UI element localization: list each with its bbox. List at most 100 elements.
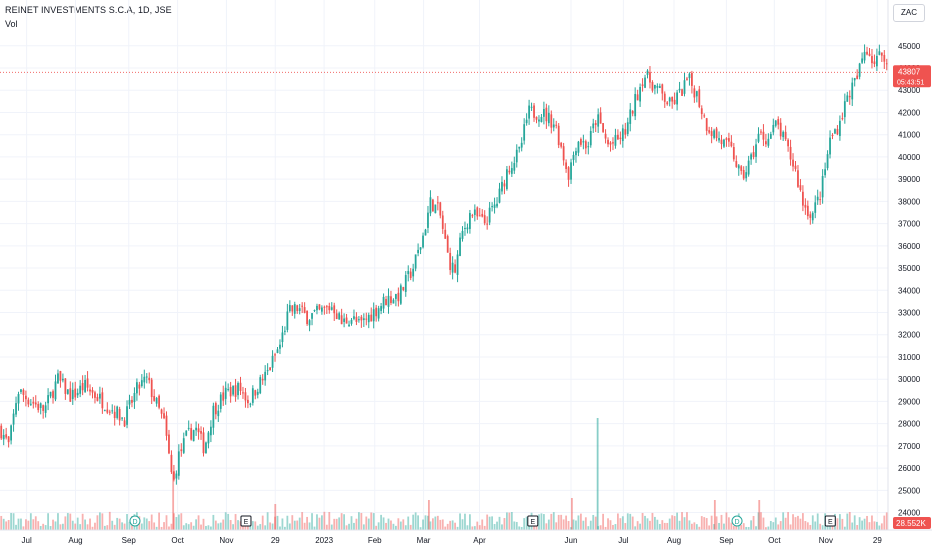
candle-body: [217, 410, 220, 417]
candle-body: [713, 130, 715, 138]
candle-body: [671, 97, 674, 102]
candle-body: [666, 102, 669, 105]
candle-body: [774, 120, 777, 126]
volume-bar: [486, 514, 489, 530]
volume-bar: [224, 512, 227, 530]
volume-bar: [29, 513, 32, 530]
volume-bar: [335, 518, 338, 530]
volume-bar: [219, 522, 222, 530]
price-tick-label: 38000: [898, 197, 921, 206]
volume-bar: [809, 524, 812, 530]
volume-bar: [444, 526, 447, 530]
candle-body: [133, 393, 136, 403]
candle-body: [851, 82, 854, 100]
volume-bar: [784, 517, 787, 530]
volume-bar: [518, 526, 521, 530]
volume-bar: [409, 524, 412, 530]
candle-body: [718, 138, 720, 141]
candle-body: [333, 305, 336, 314]
volume-bar: [86, 524, 89, 530]
volume-bar: [269, 522, 271, 530]
volume-bar: [348, 523, 350, 530]
event-marker-label: D: [132, 519, 137, 526]
volume-bar: [163, 522, 165, 530]
volume-bar: [483, 525, 486, 530]
candle-body: [863, 51, 866, 61]
price-axis[interactable]: 24000 25000 26000 27000 28000 29000 30000 31000…: [887, 0, 921, 530]
candle-body: [338, 313, 341, 320]
volume-bar: [851, 522, 854, 530]
candle-body: [165, 415, 168, 436]
volume-bar: [624, 523, 627, 530]
volume-bar: [681, 512, 683, 530]
volume-bar: [693, 522, 696, 530]
candle-body: [123, 420, 126, 427]
currency-button[interactable]: ZAC: [893, 4, 925, 22]
candle-body: [362, 318, 365, 321]
candle-body: [382, 296, 385, 309]
volume-bar: [185, 523, 188, 530]
candle-body: [25, 395, 27, 400]
volume-bar: [5, 521, 8, 530]
candle-body: [469, 213, 471, 229]
volume-bar: [646, 518, 649, 530]
candle-body: [271, 355, 274, 368]
candle-body: [182, 438, 185, 453]
candle-body: [407, 270, 410, 275]
volume-bar: [782, 512, 785, 530]
candle-body: [227, 388, 230, 390]
candle-body: [52, 391, 54, 398]
price-tick-label: 27000: [898, 442, 921, 451]
volume-bar: [459, 513, 461, 530]
volume-bar: [508, 512, 511, 530]
volume-bar: [644, 515, 646, 530]
volume-bar: [328, 512, 331, 530]
candle-body: [29, 403, 32, 405]
candle-body: [424, 229, 427, 236]
candle-body: [792, 159, 794, 167]
volume-bar: [575, 520, 577, 530]
volume-bar: [397, 518, 400, 530]
volume-bar: [392, 523, 395, 530]
candle-body: [831, 135, 834, 137]
candle-body: [126, 406, 128, 425]
candle-body: [54, 381, 57, 400]
volume-bar: [377, 522, 380, 530]
time-axis[interactable]: Jul Aug Sep Oct Nov 29 2023 Feb Mar Apr Jun Jul Aug S…: [0, 529, 932, 545]
price-tick-label: 25000: [898, 486, 921, 495]
volume-bar: [254, 521, 257, 530]
volume-bar: [387, 518, 390, 530]
candle-body: [200, 431, 202, 434]
candle-body: [296, 305, 299, 312]
volume-bar: [732, 525, 735, 530]
candle-body: [239, 382, 242, 391]
candle-body: [639, 86, 641, 102]
volume-bar: [446, 523, 449, 530]
volume-bar: [323, 511, 326, 530]
time-tick-label: Jun: [565, 536, 578, 545]
volume-bar: [873, 521, 876, 530]
volume-bar: [232, 524, 234, 530]
volume-bar: [399, 521, 402, 530]
candle-body: [501, 181, 503, 192]
volume-bar: [118, 518, 121, 530]
price-tick-label: 42000: [898, 108, 921, 117]
volume-bar: [214, 520, 217, 530]
candle-body: [789, 146, 792, 160]
candle-body: [446, 236, 449, 253]
candle-body: [116, 406, 119, 418]
volume-bar: [661, 520, 664, 530]
candle-body: [878, 51, 881, 55]
candle-body: [202, 432, 205, 454]
volume-bar: [582, 520, 585, 530]
volume-bar: [745, 526, 748, 530]
candle-body: [212, 405, 215, 428]
time-tick-label: 29: [271, 536, 280, 545]
candle-body: [190, 428, 193, 440]
volume-bar: [229, 520, 232, 530]
candle-body: [861, 58, 863, 63]
candle-body: [197, 428, 200, 433]
candle-body: [291, 305, 294, 312]
price-tick-label: 33000: [898, 309, 921, 318]
